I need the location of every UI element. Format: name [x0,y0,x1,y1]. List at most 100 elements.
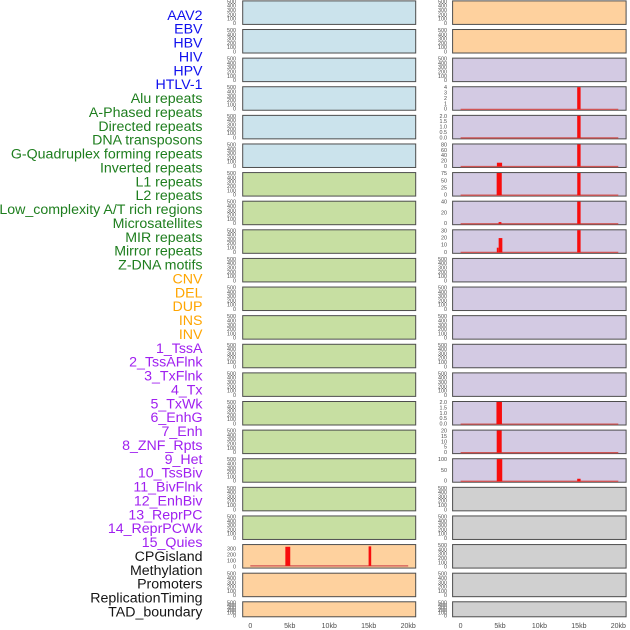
svg-text:0: 0 [444,450,447,456]
svg-text:300: 300 [227,605,236,611]
svg-text:2_TssAFlnk: 2_TssAFlnk [129,355,203,371]
svg-text:1.0: 1.0 [440,411,448,417]
svg-text:100: 100 [438,17,447,23]
svg-text:300: 300 [438,37,447,43]
svg-text:500: 500 [438,28,447,34]
svg-text:15_Quies: 15_Quies [142,535,203,551]
svg-text:DUP: DUP [173,299,203,315]
svg-text:200: 200 [227,327,236,333]
svg-text:1.0: 1.0 [440,125,448,131]
svg-text:Alu repeats: Alu repeats [131,91,203,107]
svg-text:400: 400 [438,261,447,267]
svg-text:100: 100 [227,303,236,309]
svg-text:100: 100 [438,589,447,595]
svg-text:300: 300 [227,94,236,100]
svg-text:300: 300 [227,237,236,243]
svg-text:200: 200 [227,70,236,76]
svg-text:100: 100 [227,131,236,137]
svg-text:300: 300 [227,65,236,71]
svg-text:100: 100 [438,74,447,80]
svg-text:100: 100 [227,102,236,108]
svg-text:50: 50 [441,468,447,474]
svg-text:15kb: 15kb [571,623,586,630]
svg-text:500: 500 [438,343,447,349]
svg-text:20: 20 [441,235,447,241]
svg-text:200: 200 [227,298,236,304]
svg-text:0: 0 [233,250,236,256]
svg-text:300: 300 [438,294,447,300]
svg-text:0: 0 [444,107,447,113]
svg-text:500: 500 [438,257,447,263]
svg-text:300: 300 [227,37,236,43]
svg-text:0: 0 [233,393,236,399]
svg-text:HIV: HIV [179,49,203,65]
svg-text:Low_complexity A/T rich region: Low_complexity A/T rich regions [0,202,203,218]
svg-text:500: 500 [438,57,447,63]
svg-text:400: 400 [227,347,236,353]
svg-text:100: 100 [227,503,236,509]
svg-text:0: 0 [444,536,447,542]
svg-text:500: 500 [438,286,447,292]
svg-text:500: 500 [227,514,236,520]
svg-text:400: 400 [438,318,447,324]
svg-text:0: 0 [444,336,447,342]
svg-text:100: 100 [227,559,236,565]
svg-text:60: 60 [441,148,447,154]
svg-text:200: 200 [227,470,236,476]
svg-text:300: 300 [438,323,447,329]
svg-text:0: 0 [444,21,447,27]
svg-text:500: 500 [438,371,447,377]
svg-text:200: 200 [227,527,236,533]
svg-text:0: 0 [444,193,447,199]
svg-text:300: 300 [227,180,236,186]
svg-text:0: 0 [233,107,236,113]
svg-text:G-Quadruplex forming repeats: G-Quadruplex forming repeats [11,147,203,163]
svg-text:500: 500 [227,400,236,406]
svg-text:10_TssBiv: 10_TssBiv [138,466,204,482]
svg-text:400: 400 [227,261,236,267]
svg-text:200: 200 [227,41,236,47]
svg-text:ReplicationTiming: ReplicationTiming [90,591,202,607]
svg-text:0: 0 [233,479,236,485]
svg-text:300: 300 [438,351,447,357]
svg-text:300: 300 [438,380,447,386]
svg-text:200: 200 [227,270,236,276]
svg-text:0: 0 [444,307,447,313]
svg-text:15: 15 [441,434,447,440]
svg-text:40: 40 [441,153,447,159]
svg-text:500: 500 [438,314,447,320]
svg-text:0: 0 [444,250,447,256]
svg-text:4_Tx: 4_Tx [171,382,203,398]
svg-text:0: 0 [233,307,236,313]
svg-text:400: 400 [227,90,236,96]
svg-text:500: 500 [227,457,236,463]
svg-text:200: 200 [227,213,236,219]
svg-text:0.0: 0.0 [440,135,448,141]
svg-text:300: 300 [227,151,236,157]
svg-text:500: 500 [227,371,236,377]
svg-text:12_EnhBiv: 12_EnhBiv [134,493,204,509]
svg-text:300: 300 [227,546,236,552]
svg-text:Microsatellites: Microsatellites [113,216,203,232]
svg-text:100: 100 [438,303,447,309]
svg-text:DNA transposons: DNA transposons [92,133,202,149]
svg-text:300: 300 [227,437,236,443]
svg-text:A-Phased repeats: A-Phased repeats [89,105,203,121]
svg-text:0: 0 [233,422,236,428]
svg-text:40: 40 [441,200,447,206]
svg-text:7_Enh: 7_Enh [161,424,202,440]
svg-text:500: 500 [438,514,447,520]
svg-text:200: 200 [227,127,236,133]
svg-text:1: 1 [444,101,447,107]
svg-text:L1 repeats: L1 repeats [135,174,202,190]
svg-text:200: 200 [227,184,236,190]
svg-text:0: 0 [444,593,447,599]
svg-text:1.5: 1.5 [440,405,448,411]
svg-text:100: 100 [227,74,236,80]
svg-text:500: 500 [227,57,236,63]
svg-text:100: 100 [438,503,447,509]
svg-text:0: 0 [233,536,236,542]
svg-text:100: 100 [227,532,236,538]
svg-text:Z-DNA motifs: Z-DNA motifs [118,258,202,274]
svg-text:200: 200 [227,499,236,505]
